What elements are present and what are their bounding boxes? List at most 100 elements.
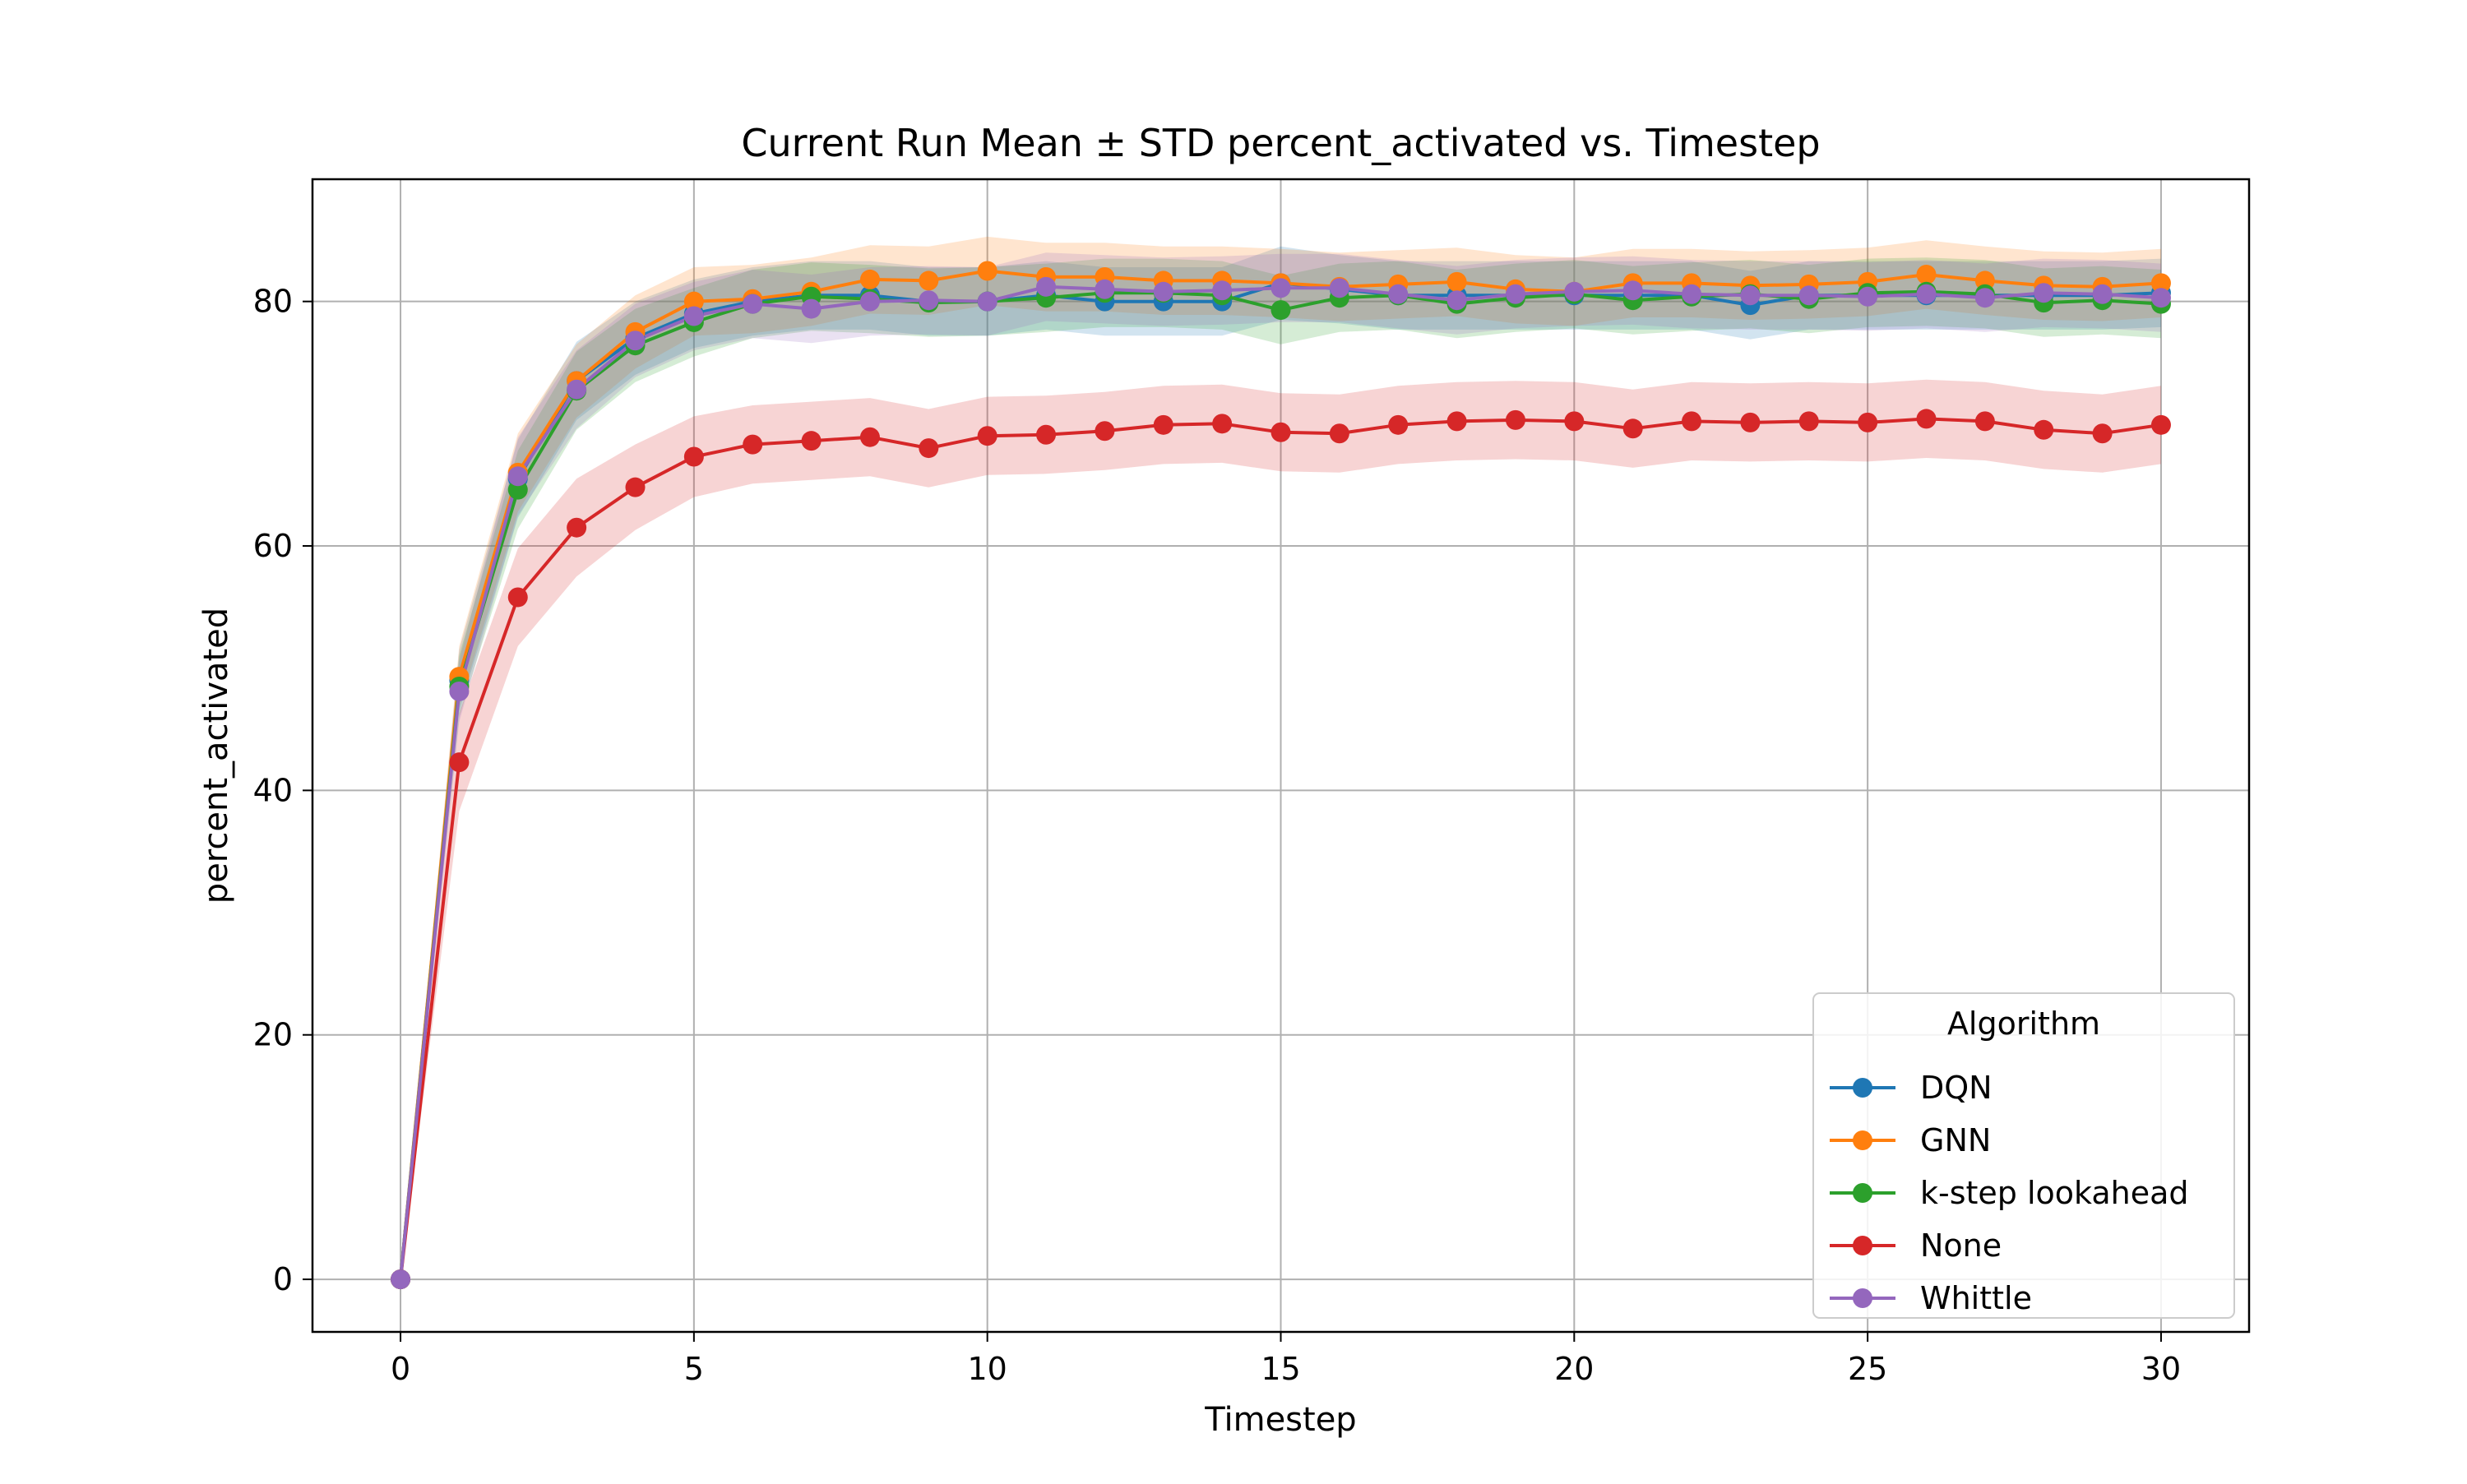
data-point-none [567,517,587,538]
data-point-none [1740,412,1761,432]
legend[interactable]: Algorithm DQN GNN k-step lookahead None Whitt… [1812,992,2235,1319]
data-point-whittle [625,331,646,351]
x-axis-label: Timestep [1204,1401,1356,1439]
data-point-gnn [1446,271,1467,292]
legend-marker-whittle [1853,1288,1872,1308]
legend-item-whittle[interactable]: Whittle [1830,1280,2032,1316]
x-tick-label: 30 [2141,1351,2181,1387]
data-point-none [1682,411,1702,432]
data-point-whittle [1622,280,1643,301]
data-point-none [1858,412,1878,432]
data-point-whittle [507,466,528,487]
data-point-whittle [1916,284,1937,304]
data-point-whittle [1446,290,1467,311]
data-point-whittle [801,298,822,319]
legend-item-dqn[interactable]: DQN [1830,1070,1993,1106]
legend-item-none[interactable]: None [1830,1227,2002,1264]
std-bands [400,236,2161,1280]
data-point-none [625,477,646,497]
data-point-whittle [1740,285,1761,306]
data-point-none [1271,422,1291,442]
data-point-none [449,752,470,773]
data-point-whittle [1505,284,1525,304]
legend-label-whittle: Whittle [1920,1280,2032,1316]
data-point-whittle [1212,280,1233,301]
data-point-none [1388,414,1409,435]
legend-label-dqn: DQN [1920,1070,1993,1106]
x-tick-label: 5 [684,1351,704,1387]
data-point-whittle [1153,281,1173,302]
legend-marker-dqn [1853,1078,1872,1098]
legend-item-gnn[interactable]: GNN [1830,1122,1991,1158]
series-points [391,261,2171,1290]
chart-title: Current Run Mean ± STD percent_activated… [741,121,1820,165]
data-point-whittle [2034,283,2054,303]
legend-title: Algorithm [1947,1006,2100,1042]
data-point-none [1622,418,1643,439]
data-point-gnn [1916,264,1937,284]
legend-marker-gnn [1853,1130,1872,1150]
data-point-k-step-lookahead [1271,300,1291,321]
data-point-none [1974,411,1995,432]
data-point-whittle [2092,284,2113,304]
data-point-whittle [449,681,470,701]
x-tick-label: 25 [1848,1351,1887,1387]
data-point-none [801,431,822,451]
data-point-none [2092,423,2113,444]
legend-label-gnn: GNN [1920,1122,1991,1158]
data-point-gnn [859,269,880,289]
data-point-whittle [1858,286,1878,307]
data-point-whittle [977,291,997,312]
data-point-none [1505,409,1525,430]
std-band-dqn [400,246,2161,1280]
x-tick-label: 0 [391,1351,410,1387]
data-point-whittle [683,306,704,326]
data-point-whittle [859,291,880,312]
legend-item-k-step-lookahead[interactable]: k-step lookahead [1830,1175,2189,1211]
data-point-none [683,446,704,467]
legend-box [1812,992,2235,1319]
std-band-whittle [400,252,2161,1280]
y-axis-ticks: 0 20 40 60 80 [253,284,312,1297]
data-point-none [919,438,939,459]
data-point-none [1095,421,1115,442]
data-point-none [1564,411,1585,432]
data-point-none [507,587,528,608]
data-point-whittle [1329,278,1349,298]
legend-marker-none [1853,1236,1872,1255]
grid-lines [312,179,2249,1332]
data-point-gnn [977,261,997,281]
data-point-none [1153,414,1173,435]
data-point-whittle [743,294,763,314]
y-tick-label: 80 [253,284,293,320]
data-point-none [1446,411,1467,432]
y-axis-label: percent_activated [197,608,235,904]
legend-label-none: None [1920,1227,2002,1264]
data-point-whittle [567,379,587,400]
data-point-none [743,434,763,455]
y-tick-label: 0 [273,1261,293,1297]
data-point-whittle [1271,278,1291,298]
legend-marker-k-step-lookahead [1853,1183,1872,1203]
data-point-none [1212,414,1233,434]
data-point-whittle [1974,288,1995,308]
data-point-whittle [1388,284,1409,304]
data-point-gnn [919,270,939,291]
data-point-whittle [1564,281,1585,302]
data-point-whittle [2150,288,2171,308]
std-band-k-step-lookahead [400,257,2161,1280]
data-point-none [2150,414,2171,435]
data-point-whittle [391,1269,411,1290]
y-tick-label: 60 [253,528,293,564]
data-point-whittle [1798,285,1819,306]
legend-label-k-step-lookahead: k-step lookahead [1920,1175,2189,1211]
data-point-whittle [1095,279,1115,299]
data-point-gnn [683,291,704,312]
data-point-none [859,427,880,447]
y-tick-label: 20 [253,1017,293,1053]
data-point-none [1916,409,1937,429]
data-point-whittle [1036,276,1057,297]
data-point-gnn [2150,273,2171,294]
